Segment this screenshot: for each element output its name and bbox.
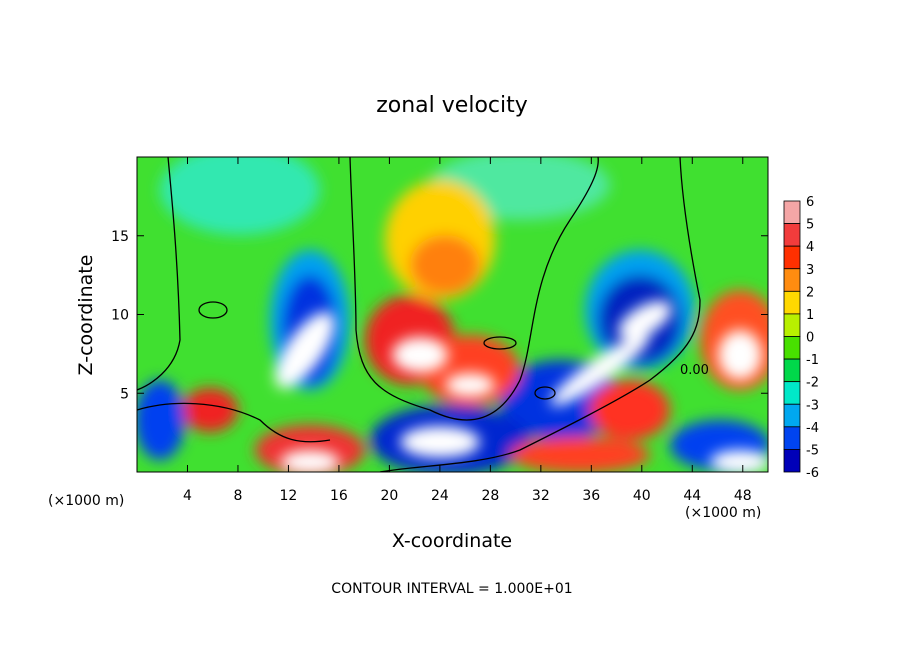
x-tick-label: 44 <box>683 488 701 504</box>
colorbar-swatch <box>783 223 801 247</box>
colorbar-label: -5 <box>806 443 819 458</box>
x-axis-label: X-coordinate <box>392 530 512 552</box>
colorbar-label: -3 <box>806 398 819 413</box>
colorbar-label: 0 <box>806 331 814 346</box>
colorbar-swatch <box>783 336 801 360</box>
x-tick-label: 32 <box>532 488 550 504</box>
y-tick-label: 5 <box>120 386 129 402</box>
colorbar-swatch <box>783 268 801 292</box>
velocity-field <box>137 157 768 472</box>
y-unit: (×1000 m) <box>48 493 124 509</box>
y-tick-label: 15 <box>111 229 129 245</box>
colorbar-swatch <box>783 200 801 224</box>
colorbar-swatch <box>783 449 801 473</box>
colorbar-label: 4 <box>806 240 814 255</box>
colorbar-label: -1 <box>806 353 819 368</box>
colorbar-swatch <box>783 403 801 428</box>
colorbar-label: 6 <box>806 195 814 210</box>
colorbar-label: -4 <box>806 421 819 436</box>
contour-label: 0.00 <box>680 363 709 378</box>
colorbar-swatch <box>783 381 801 405</box>
y-axis-label: Z-coordinate <box>75 255 97 376</box>
colorbar-label: 2 <box>806 285 814 300</box>
colorbar-label: -2 <box>806 376 819 391</box>
x-tick-label: 24 <box>431 488 449 504</box>
colorbar-label: 3 <box>806 263 814 278</box>
colorbar-swatch <box>783 313 801 337</box>
chart-title: zonal velocity <box>376 93 528 118</box>
colorbar-swatch <box>783 426 801 450</box>
y-tick-label: 10 <box>111 308 129 324</box>
colorbar-swatch <box>783 358 801 383</box>
x-tick-label: 36 <box>582 488 600 504</box>
footer: CONTOUR INTERVAL = 1.000E+01 <box>331 581 572 597</box>
x-tick-label: 40 <box>633 488 651 504</box>
x-tick-label: 28 <box>481 488 499 504</box>
colorbar-swatch <box>783 290 801 315</box>
x-tick-label: 12 <box>280 488 298 504</box>
colorbar-label: 1 <box>806 308 814 323</box>
colorbar-label: 5 <box>806 218 814 233</box>
x-tick-label: 48 <box>734 488 752 504</box>
colorbar-swatch <box>783 245 801 270</box>
x-tick-label: 8 <box>233 488 242 504</box>
x-tick-label: 20 <box>380 488 398 504</box>
x-unit: (×1000 m) <box>685 505 761 521</box>
colorbar-label: -6 <box>806 466 819 481</box>
x-tick-label: 4 <box>183 488 192 504</box>
x-tick-label: 16 <box>330 488 348 504</box>
